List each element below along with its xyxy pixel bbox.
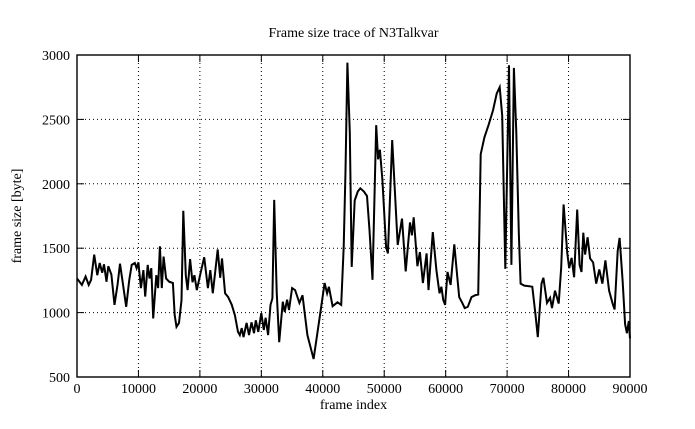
x-tick-label: 0 — [74, 382, 81, 397]
x-tick-label: 80000 — [551, 382, 586, 397]
x-axis-label: frame index — [319, 398, 388, 413]
y-tick-label: 1500 — [42, 242, 70, 257]
plot-border — [76, 54, 631, 378]
y-tick-label: 500 — [49, 371, 70, 386]
chart-title: Frame size trace of N3Talkvar — [268, 26, 439, 41]
y-tick-label: 3000 — [42, 49, 70, 64]
x-tick-label: 30000 — [244, 382, 279, 397]
y-tick-label: 1000 — [42, 307, 70, 322]
x-tick-label: 10000 — [121, 382, 156, 397]
x-tick-label: 20000 — [182, 382, 217, 397]
x-tick-label: 60000 — [428, 382, 463, 397]
y-tick-label: 2500 — [42, 113, 70, 128]
x-tick-label: 50000 — [367, 382, 402, 397]
frame-size-trace-line — [76, 62, 631, 360]
y-tick-label: 2000 — [42, 178, 70, 193]
x-tick-label: 40000 — [305, 382, 340, 397]
x-tick-label: 90000 — [613, 382, 648, 397]
x-tick-label: 70000 — [490, 382, 525, 397]
